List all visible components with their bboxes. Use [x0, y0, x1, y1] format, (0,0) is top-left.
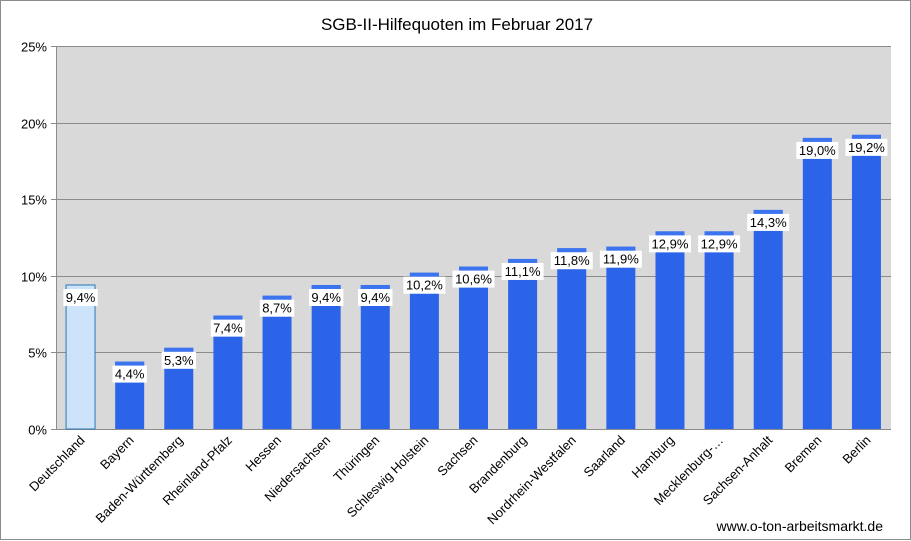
- data-label: 19,2%: [848, 140, 885, 155]
- data-label: 4,4%: [115, 367, 145, 382]
- data-label-box: [452, 270, 495, 288]
- x-tick-label: Baden-Württemberg: [93, 433, 186, 526]
- data-label-box: [403, 276, 446, 294]
- data-label: 8,7%: [262, 301, 292, 316]
- x-tick-label: Hamburg: [629, 433, 677, 481]
- data-label: 11,8%: [554, 253, 590, 268]
- data-label-box: [698, 235, 741, 253]
- x-tick-label: Bremen: [782, 433, 825, 476]
- x-tick-label: Saarland: [581, 433, 628, 480]
- data-label-box: [796, 141, 839, 159]
- data-label: 11,1%: [505, 264, 541, 279]
- bar-cap: [360, 284, 390, 289]
- data-label: 14,3%: [750, 215, 787, 230]
- data-label: 5,3%: [164, 353, 194, 368]
- data-label-box: [747, 213, 790, 231]
- data-label-box: [599, 250, 642, 268]
- source-credit: www.o-ton-arbeitsmarkt.de: [715, 518, 883, 534]
- y-axis-ticks: 0% 5% 10% 15% 20% 25%: [21, 40, 56, 438]
- data-label: 9,4%: [66, 290, 96, 305]
- data-label: 19,0%: [799, 143, 836, 158]
- bar-cap: [557, 248, 587, 253]
- data-label: 11,9%: [603, 252, 639, 267]
- data-label: 9,4%: [360, 290, 390, 305]
- bar: [508, 258, 538, 429]
- data-label-box: [501, 262, 544, 280]
- data-label-box: [845, 138, 888, 156]
- data-labels: 9,4% 4,4% 5,3% 7,4% 8,7% 9,4% 9,4% 10,2% 10,6% 11…: [63, 138, 888, 383]
- bar: [262, 295, 292, 429]
- data-label-box: [161, 351, 196, 369]
- bar-cap: [311, 284, 341, 289]
- bar: [753, 209, 783, 429]
- bar-cap: [851, 134, 881, 139]
- bar-cap: [213, 315, 243, 320]
- bar: [802, 137, 832, 430]
- bar: [311, 284, 341, 429]
- bar: [409, 272, 439, 429]
- data-label: 10,6%: [455, 272, 492, 287]
- data-label: 12,9%: [701, 236, 738, 251]
- bar: [655, 231, 685, 429]
- bar-cap: [508, 258, 538, 263]
- y-tick-label: 0%: [28, 423, 47, 438]
- x-tick-label: Berlin: [839, 433, 873, 467]
- data-label: 12,9%: [652, 236, 689, 251]
- x-tick-label: Bayern: [97, 433, 137, 473]
- data-label-box: [550, 252, 593, 270]
- data-label-box: [210, 319, 246, 337]
- x-tick-label: Nordrhein-Westfalen: [484, 433, 579, 528]
- x-tick-label: Thüringen: [330, 433, 382, 485]
- data-label-box: [358, 288, 393, 306]
- x-tick-label: Schleswig Holstein: [344, 433, 432, 521]
- y-tick-label: 25%: [21, 40, 47, 55]
- bar-deutschland: [65, 284, 96, 430]
- y-tick-label: 20%: [21, 117, 47, 132]
- data-label-box: [112, 365, 147, 383]
- y-tick-label: 5%: [28, 346, 47, 361]
- x-axis-ticks: Deutschland BayernBaden-WürttembergRheinl…: [26, 432, 874, 527]
- bar-cap: [753, 209, 783, 214]
- y-tick-label: 10%: [21, 270, 47, 285]
- bar-cap: [655, 231, 685, 236]
- x-tick-label: Hessen: [242, 433, 284, 475]
- bar-cap: [262, 295, 292, 300]
- chart-title: SGB-II-Hilfequoten im Februar 2017: [321, 15, 593, 34]
- bar: [459, 266, 488, 429]
- x-tick-label: Sachsen: [434, 433, 480, 479]
- data-label-box: [259, 299, 295, 317]
- data-label-box: [648, 235, 691, 253]
- bar: [606, 246, 636, 429]
- bar-cap: [115, 361, 145, 366]
- bar-cap: [802, 137, 832, 142]
- x-tick-label: Deutschland: [26, 433, 88, 495]
- bar: [704, 231, 734, 429]
- bars: [65, 134, 881, 430]
- bar: [851, 134, 881, 429]
- data-label-box: [308, 288, 344, 306]
- bar: [557, 248, 587, 429]
- bar-cap: [606, 246, 636, 251]
- y-tick-label: 15%: [21, 193, 47, 208]
- bar: [360, 284, 390, 429]
- bar-cap: [409, 272, 439, 277]
- data-label: 7,4%: [213, 321, 243, 336]
- bar-cap: [704, 231, 734, 236]
- data-label-box: [63, 288, 98, 306]
- bar-cap: [459, 266, 488, 271]
- bar-cap: [164, 347, 194, 352]
- data-label: 10,2%: [406, 278, 443, 293]
- data-label: 9,4%: [311, 290, 341, 305]
